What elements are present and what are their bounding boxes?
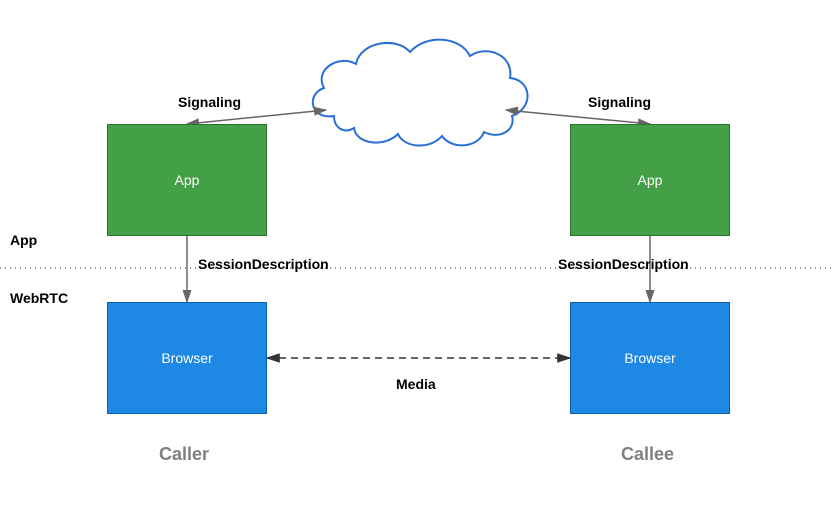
label-caller-session: SessionDescription <box>198 256 329 272</box>
region-label-app: App <box>10 232 37 248</box>
label-caller-signaling: Signaling <box>178 94 241 110</box>
region-label-webrtc: WebRTC <box>10 290 68 306</box>
node-callee-app-label: App <box>638 172 663 188</box>
node-callee-browser: Browser <box>570 302 730 414</box>
label-callee-session: SessionDescription <box>558 256 689 272</box>
cloud-icon <box>313 40 528 146</box>
diagram-canvas: App App Browser Browser Signaling Signal… <box>0 0 834 520</box>
node-caller-browser-label: Browser <box>161 350 212 366</box>
role-label-callee: Callee <box>621 444 674 465</box>
label-callee-signaling: Signaling <box>588 94 651 110</box>
node-callee-browser-label: Browser <box>624 350 675 366</box>
node-caller-app-label: App <box>175 172 200 188</box>
edge-caller-signaling <box>187 110 326 124</box>
label-media: Media <box>396 376 436 392</box>
role-label-caller: Caller <box>159 444 209 465</box>
node-callee-app: App <box>570 124 730 236</box>
node-caller-browser: Browser <box>107 302 267 414</box>
node-caller-app: App <box>107 124 267 236</box>
diagram-svg <box>0 0 834 520</box>
edge-callee-signaling <box>506 110 650 124</box>
